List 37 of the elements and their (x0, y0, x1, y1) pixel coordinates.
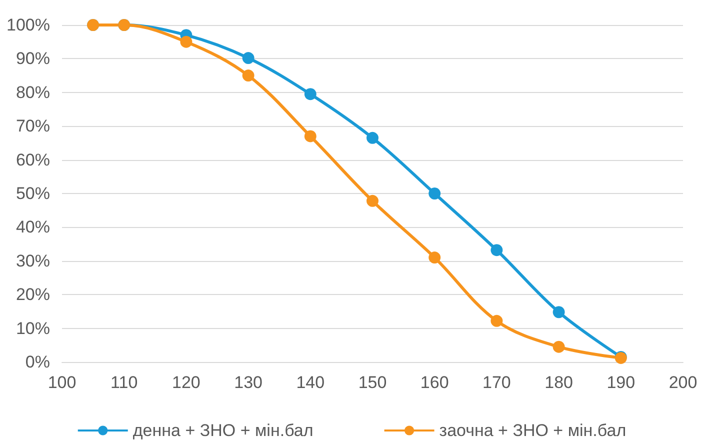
point (180, 36, 192, 48)
x-tick-label: 200 (668, 373, 698, 392)
point (366, 194, 378, 207)
x-tick-label: 170 (482, 373, 511, 392)
point (428, 252, 441, 264)
point (366, 132, 378, 144)
y-tick-label: 20% (16, 285, 50, 304)
x-tick-label: 160 (420, 373, 449, 392)
legend-label: денна + ЗНО + мін.бал (132, 421, 314, 440)
y-tick-label: 30% (16, 251, 50, 270)
point (552, 340, 565, 353)
x-tick-label: 130 (234, 373, 262, 392)
x-tick-label: 150 (358, 373, 387, 392)
y-tick-label: 0% (25, 352, 50, 372)
y-tick-label: 80% (16, 82, 50, 102)
point (304, 130, 316, 142)
x-tick-label: 190 (606, 373, 636, 392)
point (304, 88, 316, 100)
x-tick-label: 180 (544, 373, 573, 392)
point (242, 70, 254, 82)
legend-label: заочна + ЗНО + мін.бал (439, 421, 626, 440)
x-tick-label: 120 (172, 373, 200, 392)
y-tick-label: 40% (16, 218, 50, 237)
point (490, 314, 503, 327)
y-tick-label: 50% (16, 184, 50, 203)
y-tick-label: 60% (16, 150, 50, 170)
point (552, 306, 565, 318)
y-tick-label: 70% (16, 116, 50, 136)
y-tick-label: 100% (6, 16, 50, 34)
x-tick-label: 110 (110, 373, 138, 392)
y-tick-label: 90% (16, 49, 50, 68)
point (242, 52, 254, 64)
point (490, 244, 503, 256)
y-tick-label: 10% (16, 318, 50, 338)
x-tick-label: 140 (296, 373, 325, 392)
point (428, 188, 441, 200)
x-tick-label: 100 (48, 373, 76, 392)
